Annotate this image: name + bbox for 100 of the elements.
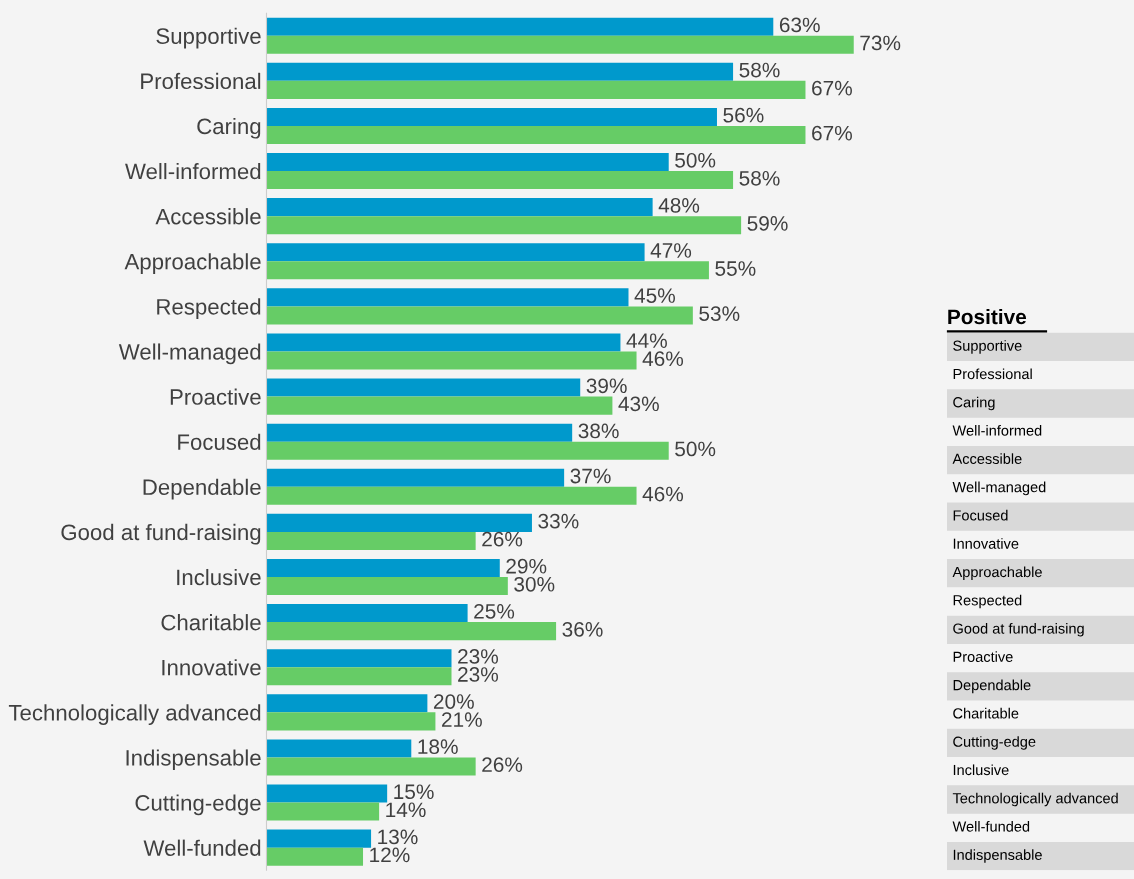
y-tick-label: Approachable [124,253,261,274]
bar [266,531,476,550]
bar [266,441,669,460]
data-label: 38% [578,423,619,439]
bar [266,423,573,442]
text: Cutting-edge [953,736,1036,750]
bar [266,80,806,99]
text: Dependable [953,679,1031,694]
y-tick-label: Cutting-edge [135,794,261,816]
text: Indispensable [953,849,1042,863]
y-tick-label: Good at fund-raising [61,523,261,545]
data-label: 46% [642,486,684,502]
bar [266,378,581,397]
text: Well-funded [952,820,1030,832]
bar [266,261,709,280]
y-tick-label: Well-managed [118,343,261,365]
data-label: 47% [650,243,692,258]
y-tick-label: Focused [178,433,261,450]
data-label: 29% [506,558,547,574]
bar [266,468,565,487]
y-tick-label: Technologically advanced [8,704,261,725]
data-label: 26% [482,757,523,773]
bar [266,604,468,623]
data-label: 14% [386,802,426,818]
bar [266,171,734,190]
text: Respected [953,594,1022,609]
data-label: 50% [675,441,716,457]
bar [266,757,476,776]
data-label: 33% [538,513,579,529]
data-label: 20% [433,694,474,709]
bar [266,847,364,866]
data-label: 23% [458,649,499,664]
data-label: 30% [514,576,555,592]
y-tick-label: Respected [157,298,261,320]
text: Focused [953,509,1008,521]
data-label: 15% [394,784,434,800]
text: Technologically advanced [952,792,1118,807]
bar [266,649,452,668]
y-tick-label: Supportive [156,27,261,49]
text: Inclusive [953,764,1009,776]
bar [266,107,717,126]
data-label: 21% [442,712,482,727]
bar [266,739,412,758]
bar [266,829,372,848]
data-label: 50% [675,152,716,168]
text: Well-managed [952,481,1046,496]
data-label: 45% [634,288,676,303]
text: Proactive [953,651,1013,662]
data-label: 26% [482,531,523,547]
data-label: 67% [812,125,852,141]
bar [266,784,388,803]
bar [266,513,532,532]
bar [266,288,629,307]
y-tick-label: Indispensable [126,749,261,771]
bar [266,62,734,81]
data-label: 67% [812,80,852,96]
y-tick-label: Innovative [162,659,261,676]
bar [266,17,774,36]
text: Charitable [953,707,1019,719]
data-label: 37% [570,468,611,484]
data-label: 56% [723,107,764,123]
text: Supportive [953,340,1022,354]
bar [266,153,669,172]
bar [266,243,645,262]
bar [266,198,653,217]
y-tick-label: Accessible [155,208,261,225]
data-label: 73% [860,35,901,51]
bar [266,802,380,821]
bar [266,396,613,415]
bar [266,35,854,54]
text: Accessible [952,453,1022,464]
data-label: 18% [418,739,458,755]
text: Good at fund-raising [953,622,1084,637]
bar [266,486,637,505]
bar [266,351,637,370]
text: Positive [948,308,1027,325]
bar [266,125,806,144]
y-tick-label: Professional [141,72,261,90]
bar [266,694,428,713]
bar [266,577,508,596]
bar [266,712,436,731]
data-label: 53% [699,306,740,321]
y-tick-label: Charitable [161,614,261,631]
data-label: 59% [747,216,788,231]
data-label: 23% [458,667,499,682]
data-label: 58% [739,170,780,186]
text: Caring [953,396,995,411]
bar [266,216,742,235]
data-label: 46% [642,351,684,367]
data-label: 48% [658,197,700,213]
data-label: 55% [715,261,756,276]
y-tick-label: Caring [197,117,261,139]
text: Professional [953,368,1032,380]
data-label: 36% [562,621,603,637]
data-label: 13% [378,829,418,845]
data-label: 39% [586,378,627,394]
y-tick-label: Dependable [143,478,261,500]
data-label: 12% [370,847,410,863]
y-tick-label: Proactive [170,388,261,405]
data-label: 58% [739,62,780,78]
